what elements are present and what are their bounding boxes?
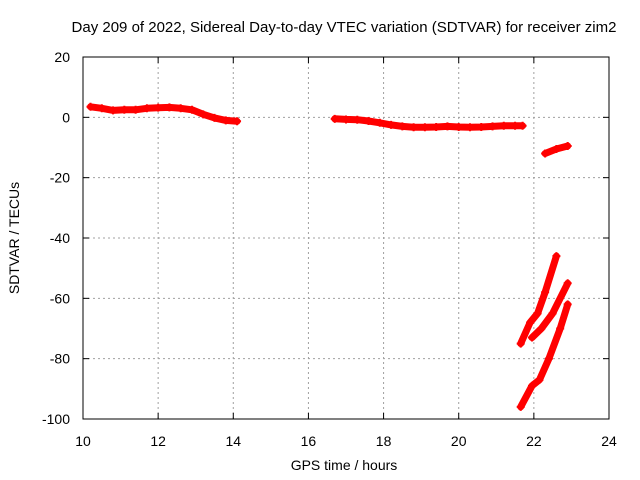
data-point — [541, 149, 550, 158]
data-point — [488, 122, 497, 131]
data-point — [541, 288, 550, 297]
data-point — [353, 115, 362, 124]
data-point — [526, 318, 535, 327]
data-point — [330, 114, 339, 123]
series-layer — [86, 102, 572, 411]
data-point — [199, 110, 208, 119]
data-point — [533, 309, 542, 318]
data-point — [527, 333, 536, 342]
chart-title: Day 209 of 2022, Sidereal Day-to-day VTE… — [72, 19, 617, 36]
data-point — [142, 104, 151, 113]
y-tick-label: -80 — [50, 351, 70, 367]
data-point — [548, 309, 557, 318]
data-point — [556, 324, 565, 333]
data-point — [516, 339, 525, 348]
data-point — [364, 116, 373, 125]
grid — [82, 56, 610, 420]
y-tick-label: -20 — [50, 170, 70, 186]
tick-labels: 10 12 14 16 18 20 22 24 20 0 -20 -40 -60 -80 -100 — [42, 49, 617, 449]
x-tick-label: 18 — [376, 433, 392, 449]
data-point — [409, 123, 418, 132]
data-point — [131, 105, 140, 114]
data-point — [154, 103, 163, 112]
series-segment-1 — [86, 102, 242, 126]
data-point — [221, 116, 230, 125]
data-point — [552, 252, 561, 261]
data-point — [465, 123, 474, 132]
data-point — [563, 279, 572, 288]
data-point — [432, 122, 441, 131]
x-tick-label: 12 — [150, 433, 166, 449]
x-tick-label: 24 — [601, 433, 617, 449]
x-tick-label: 20 — [451, 433, 467, 449]
data-point — [454, 122, 463, 131]
y-axis-label: SDTVAR / TECUs — [6, 182, 22, 294]
y-tick-label: -60 — [50, 290, 70, 306]
data-point — [537, 324, 546, 333]
series-line — [528, 279, 572, 342]
series-segment-3 — [541, 141, 572, 158]
x-tick-label: 14 — [225, 433, 241, 449]
data-point — [477, 122, 486, 131]
series-line — [517, 300, 572, 411]
series-segment-6 — [516, 300, 572, 411]
series-segment-4 — [516, 252, 561, 348]
data-point — [552, 145, 561, 154]
y-tick-label: 0 — [62, 109, 70, 125]
data-point — [97, 104, 106, 113]
x-axis-label: GPS time / hours — [291, 457, 398, 473]
data-point — [86, 102, 95, 111]
data-point — [398, 122, 407, 131]
data-point — [165, 103, 174, 112]
series-segment-5 — [527, 279, 572, 342]
data-point — [443, 122, 452, 131]
data-point — [516, 402, 525, 411]
data-point — [109, 106, 118, 115]
plot-frame — [82, 56, 610, 420]
data-point — [511, 121, 520, 130]
data-point — [420, 123, 429, 132]
data-point — [535, 375, 544, 384]
data-point — [210, 113, 219, 122]
x-tick-label: 16 — [301, 433, 317, 449]
series-segment-2 — [330, 114, 527, 132]
data-point — [375, 118, 384, 127]
data-point — [120, 105, 129, 114]
data-point — [342, 115, 350, 124]
data-point — [527, 381, 536, 390]
data-point — [176, 104, 185, 113]
x-tick-label: 22 — [526, 433, 542, 449]
y-tick-label: -40 — [50, 230, 70, 246]
data-point — [387, 120, 396, 129]
x-tick-label: 10 — [75, 433, 91, 449]
data-point — [187, 105, 196, 114]
data-point — [563, 300, 572, 309]
data-point — [518, 121, 527, 130]
y-tick-label: 20 — [54, 49, 70, 65]
data-point — [499, 121, 508, 130]
y-tick-label: -100 — [42, 411, 70, 427]
data-point — [563, 141, 572, 150]
data-point — [544, 354, 553, 363]
data-point — [233, 117, 242, 126]
